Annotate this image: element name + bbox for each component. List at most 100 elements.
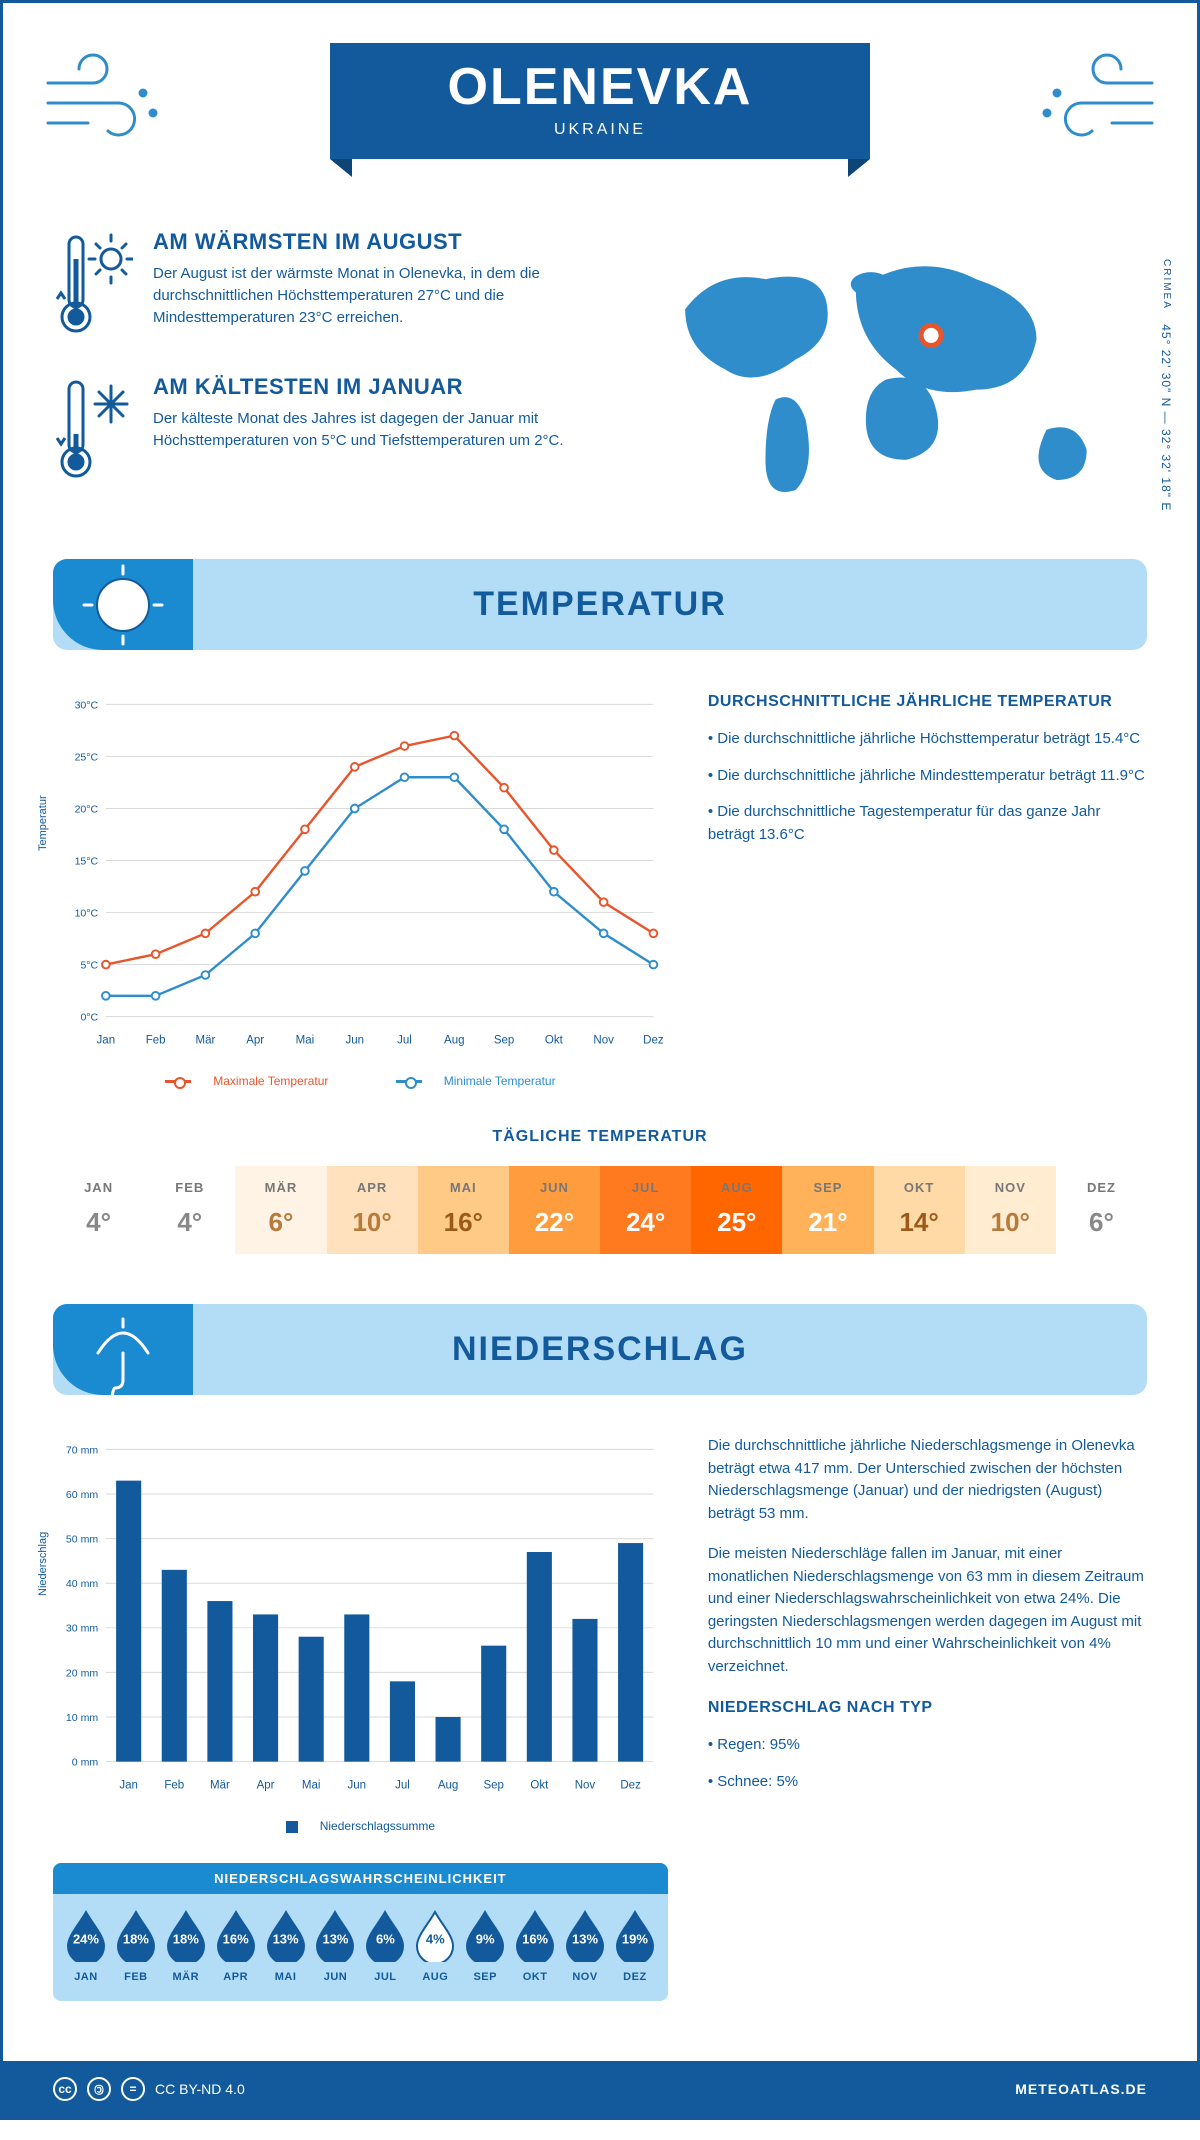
month-label: JAN (61, 1971, 111, 1983)
warmest-text: Der August ist der wärmste Monat in Olen… (153, 263, 605, 328)
month-label: AUG (691, 1180, 782, 1195)
title-banner: OLENEVKA UKRAINE (330, 43, 870, 159)
daily-temp-title: TÄGLICHE TEMPERATUR (53, 1128, 1147, 1146)
svg-text:Okt: Okt (530, 1780, 549, 1792)
svg-text:10°C: 10°C (75, 907, 99, 919)
svg-text:Mai: Mai (296, 1035, 315, 1047)
legend-min: Minimale Temperatur (444, 1074, 556, 1088)
prob-value: 16% (223, 1931, 249, 1946)
svg-text:Nov: Nov (575, 1780, 596, 1792)
temp-value: 22° (509, 1207, 600, 1238)
country-name: UKRAINE (410, 121, 790, 139)
prob-cell: 4% AUG (410, 1908, 460, 1983)
temp-cell: SEP 21° (782, 1166, 873, 1254)
legend-precip: Niederschlagssumme (320, 1819, 435, 1833)
month-label: APR (211, 1971, 261, 1983)
month-label: JUL (360, 1971, 410, 1983)
precip-type: Regen: 95% (708, 1734, 1147, 1757)
month-label: MÄR (161, 1971, 211, 1983)
temp-cell: JUN 22° (509, 1166, 600, 1254)
legend-max: Maximale Temperatur (213, 1074, 328, 1088)
month-label: MÄR (235, 1180, 326, 1195)
temp-cell: NOV 10° (965, 1166, 1056, 1254)
temp-value: 6° (235, 1207, 326, 1238)
svg-text:Feb: Feb (146, 1035, 166, 1047)
svg-text:Apr: Apr (257, 1780, 275, 1792)
stat-bullet: Die durchschnittliche Tagestemperatur fü… (708, 801, 1147, 846)
month-label: FEB (144, 1180, 235, 1195)
sun-icon (53, 559, 193, 650)
month-label: OKT (874, 1180, 965, 1195)
month-label: AUG (410, 1971, 460, 1983)
license-text: CC BY-ND 4.0 (155, 2081, 245, 2097)
svg-text:Jul: Jul (395, 1780, 410, 1792)
svg-text:30°C: 30°C (75, 699, 99, 711)
temp-cell: FEB4° (144, 1166, 235, 1254)
prob-value: 24% (73, 1931, 99, 1946)
month-label: MAI (261, 1971, 311, 1983)
y-axis-label: Temperatur (37, 795, 49, 851)
prob-value: 13% (322, 1931, 348, 1946)
prob-cell: 18%MÄR (161, 1908, 211, 1983)
prob-value: 18% (123, 1931, 149, 1946)
site-name: METEOATLAS.DE (1015, 2081, 1147, 2097)
month-label: SEP (460, 1971, 510, 1983)
prob-value: 9% (476, 1931, 495, 1946)
month-label: JAN (53, 1180, 144, 1195)
temp-value: 10° (965, 1207, 1056, 1238)
svg-text:Sep: Sep (483, 1780, 504, 1792)
svg-text:Jun: Jun (348, 1780, 367, 1792)
prob-cell: 16%OKT (510, 1908, 560, 1983)
prob-value: 13% (273, 1931, 299, 1946)
svg-text:0 mm: 0 mm (72, 1757, 99, 1769)
cc-icon: cc (53, 2077, 77, 2101)
temp-cell: JUL24° (600, 1166, 691, 1254)
month-label: JUN (311, 1971, 361, 1983)
prob-cell: 6% JUL (360, 1908, 410, 1983)
wind-icon (1027, 53, 1157, 158)
month-label: JUL (600, 1180, 691, 1195)
svg-text:Dez: Dez (620, 1780, 641, 1792)
month-label: NOV (560, 1971, 610, 1983)
chart-legend: Niederschlagssumme (53, 1819, 668, 1833)
svg-text:Apr: Apr (246, 1035, 264, 1047)
temp-cell: MÄR 6° (235, 1166, 326, 1254)
temperature-stats: DURCHSCHNITTLICHE JÄHRLICHE TEMPERATUR D… (708, 690, 1147, 1088)
daily-temp-strip: JAN4°FEB4°MÄR6°APR10°MAI16°JUN22°JUL24°A… (53, 1166, 1147, 1254)
prob-cell: 19%DEZ (610, 1908, 660, 1983)
svg-text:70 mm: 70 mm (66, 1444, 98, 1456)
month-label: DEZ (1056, 1180, 1147, 1195)
thermometer-hot-icon (53, 229, 133, 344)
warmest-fact: AM WÄRMSTEN IM AUGUST Der August ist der… (53, 229, 605, 344)
precipitation-bar-chart: Niederschlag 0 mm10 mm20 mm30 mm40 mm50 … (53, 1435, 668, 1805)
prob-cell: 18% FEB (111, 1908, 161, 1983)
month-label: NOV (965, 1180, 1056, 1195)
temp-cell: AUG25° (691, 1166, 782, 1254)
svg-text:40 mm: 40 mm (66, 1578, 98, 1590)
svg-text:Jan: Jan (97, 1035, 116, 1047)
prob-value: 19% (622, 1931, 648, 1946)
chart-legend: Maximale Temperatur Minimale Temperatur (53, 1074, 668, 1088)
temp-cell: APR10° (327, 1166, 418, 1254)
month-label: SEP (782, 1180, 873, 1195)
precip-p2: Die meisten Niederschläge fallen im Janu… (708, 1543, 1147, 1678)
thermometer-cold-icon (53, 374, 133, 489)
precipitation-text: Die durchschnittliche jährliche Niedersc… (708, 1435, 1147, 2001)
temp-value: 10° (327, 1207, 418, 1238)
prob-value: 4% (426, 1931, 445, 1946)
prob-cell: 9% SEP (460, 1908, 510, 1983)
month-label: JUN (509, 1180, 600, 1195)
temp-value: 21° (782, 1207, 873, 1238)
prob-cell: 24% JAN (61, 1908, 111, 1983)
temp-value: 6° (1056, 1207, 1147, 1238)
wind-icon (43, 53, 173, 158)
month-label: FEB (111, 1971, 161, 1983)
svg-text:25°C: 25°C (75, 751, 99, 763)
by-icon: 🄯 (87, 2077, 111, 2101)
prob-value: 6% (376, 1931, 395, 1946)
section-title: TEMPERATUR (53, 585, 1147, 624)
svg-text:0°C: 0°C (80, 1011, 98, 1023)
precip-p1: Die durchschnittliche jährliche Niedersc… (708, 1435, 1147, 1525)
prob-cell: 16% APR (211, 1908, 261, 1983)
stat-bullet: Die durchschnittliche jährliche Höchstte… (708, 728, 1147, 751)
